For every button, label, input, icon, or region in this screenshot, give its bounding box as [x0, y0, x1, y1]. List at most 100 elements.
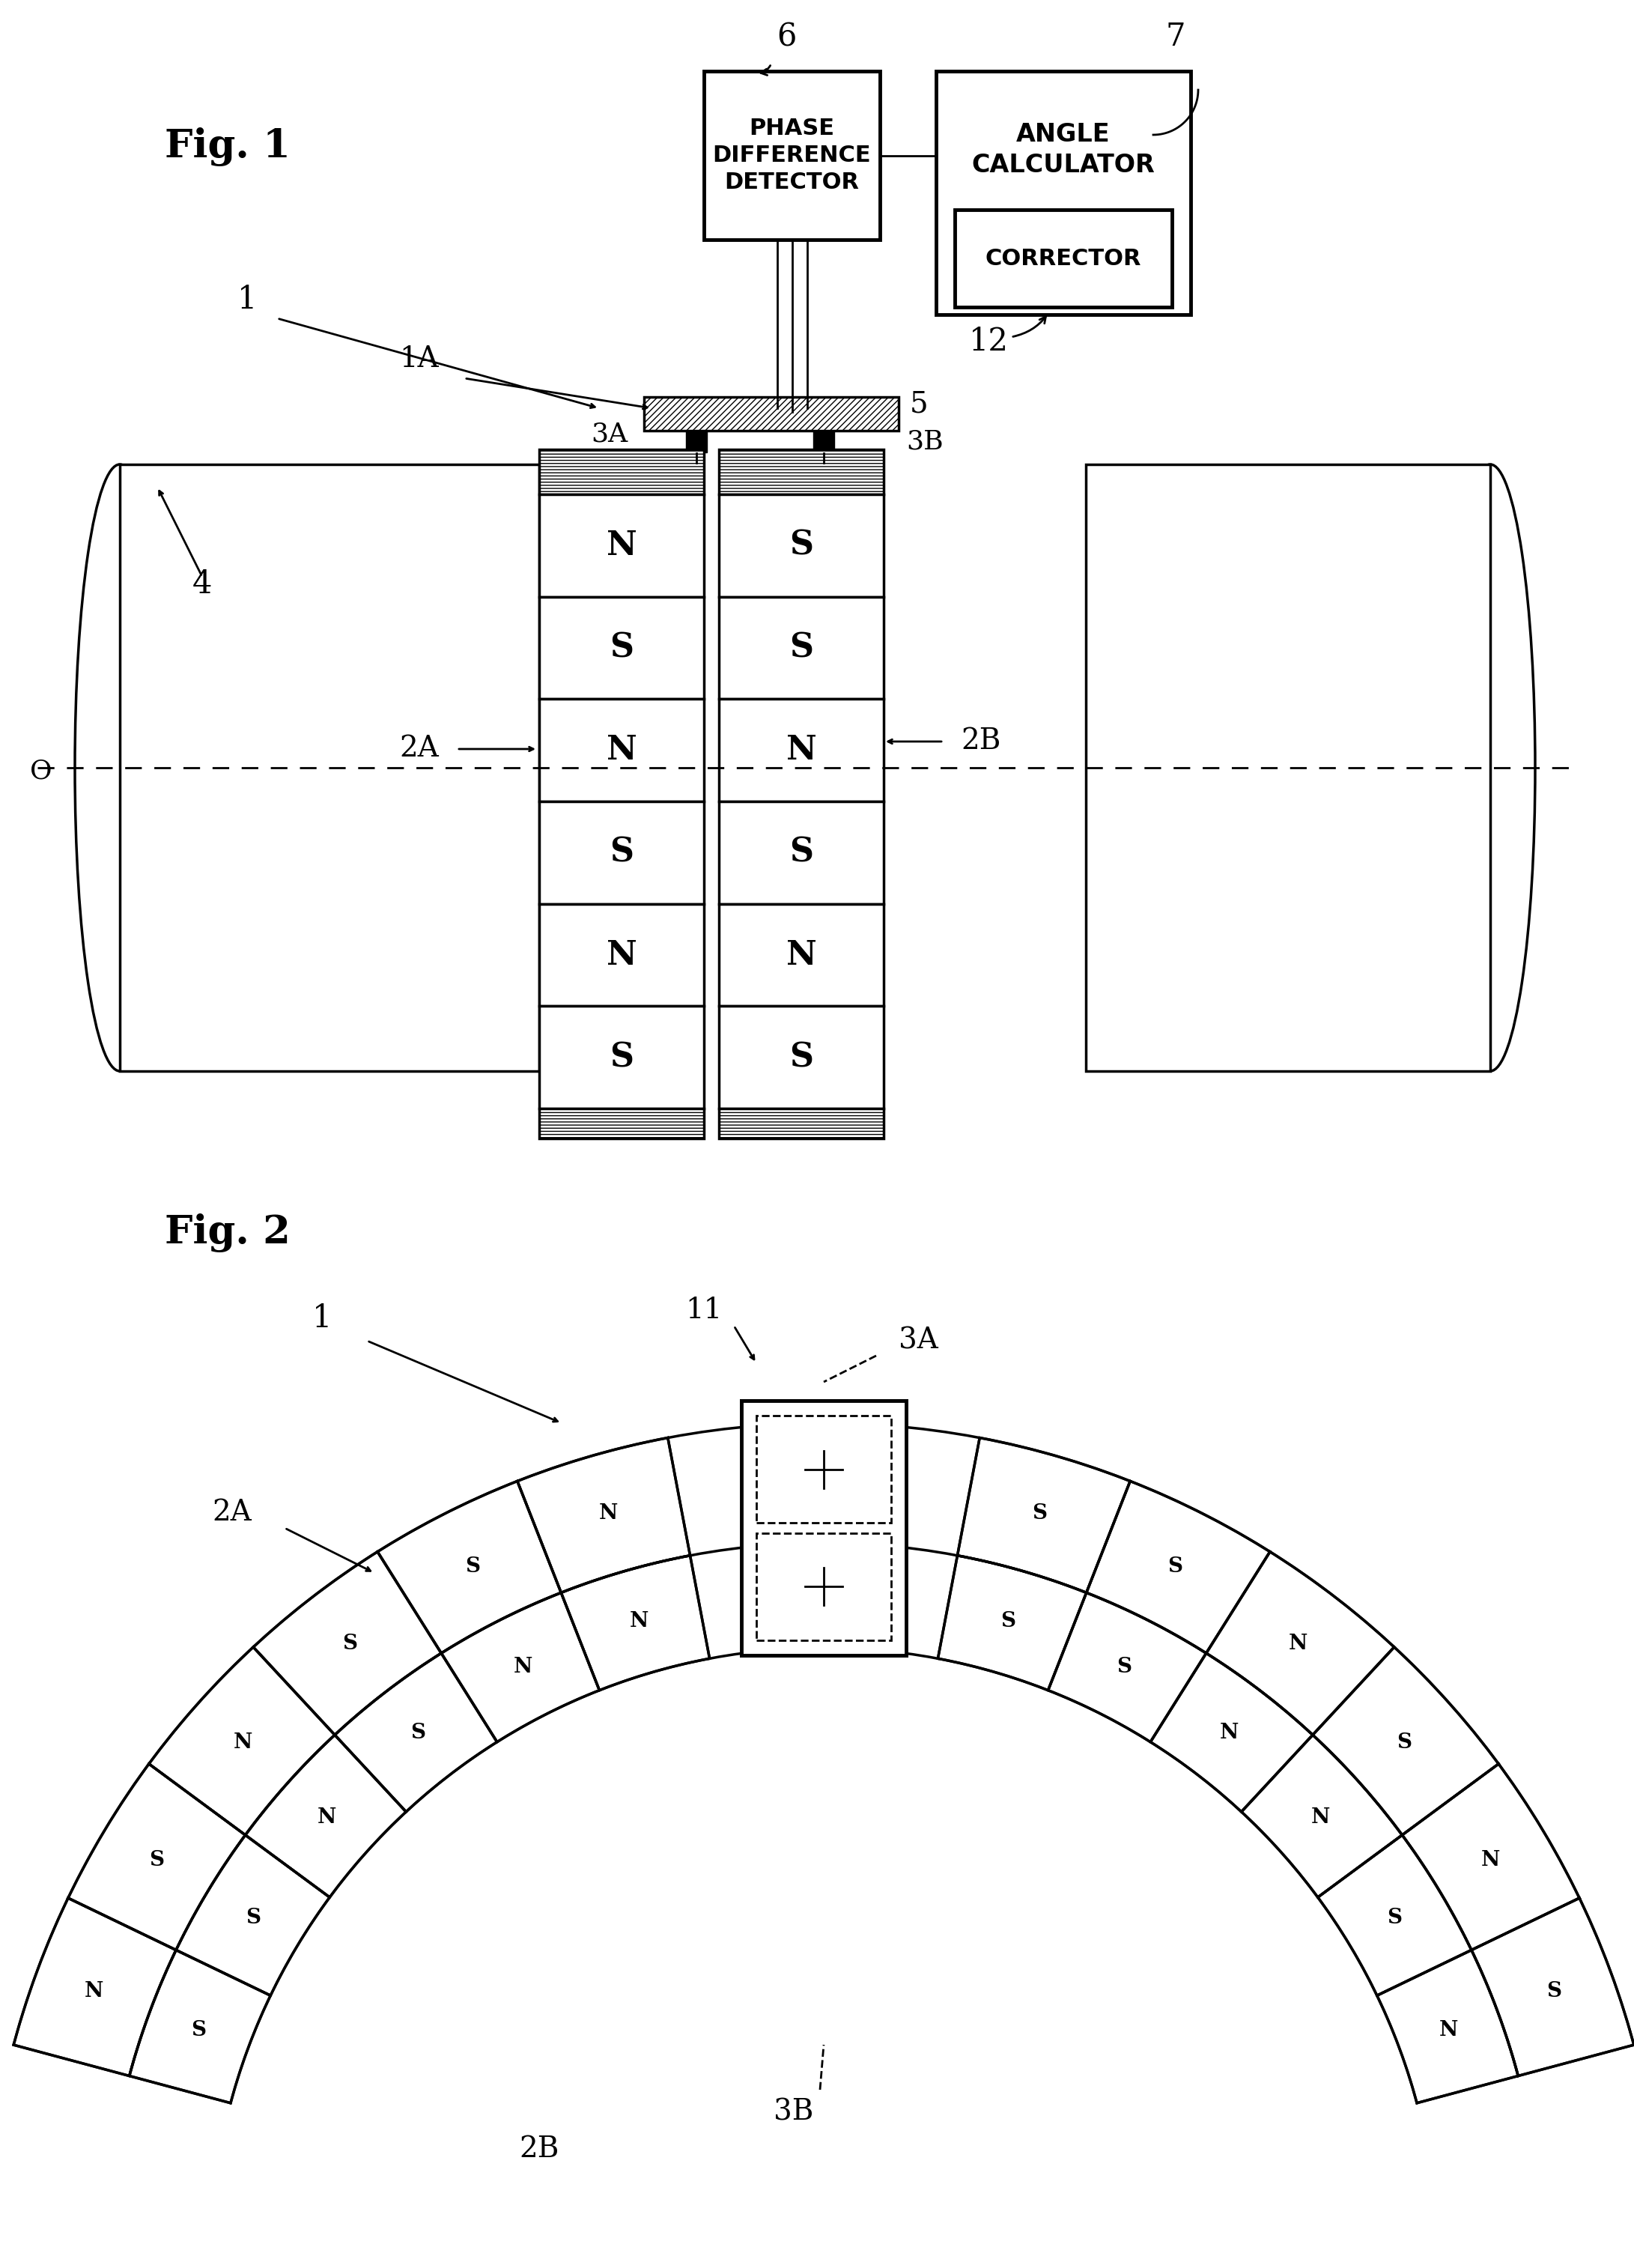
Text: N: N: [786, 939, 817, 971]
Polygon shape: [1087, 1481, 1270, 1653]
Text: S: S: [1031, 1504, 1047, 1524]
Text: N: N: [606, 939, 637, 971]
Text: S: S: [1167, 1556, 1183, 1576]
Text: 11: 11: [686, 1297, 722, 1325]
Text: 2A: 2A: [212, 1499, 252, 1526]
Bar: [719, 1007, 884, 1109]
Text: S: S: [609, 633, 634, 665]
Text: S: S: [609, 1041, 634, 1073]
Bar: [644, 397, 899, 431]
Bar: [814, 431, 835, 451]
Polygon shape: [1312, 1647, 1498, 1835]
Text: S: S: [789, 633, 814, 665]
Text: 3B: 3B: [775, 2098, 814, 2125]
Bar: [719, 449, 884, 494]
Text: N: N: [513, 1658, 533, 1676]
Text: S: S: [1000, 1610, 1016, 1631]
Polygon shape: [1472, 1898, 1634, 2075]
Text: S: S: [149, 1851, 163, 1871]
Text: 2A: 2A: [400, 735, 440, 762]
Bar: [539, 494, 704, 596]
Text: Fig. 2: Fig. 2: [165, 1213, 291, 1252]
Bar: [757, 1415, 891, 1522]
Text: 4: 4: [193, 569, 212, 601]
Bar: [1087, 465, 1490, 1070]
Text: N: N: [786, 735, 817, 767]
Text: 3A: 3A: [899, 1327, 938, 1354]
Polygon shape: [245, 1735, 407, 1898]
Bar: [954, 209, 1172, 306]
Ellipse shape: [75, 465, 165, 1070]
Bar: [704, 70, 879, 240]
Bar: [719, 905, 884, 1007]
Text: 1: 1: [312, 1302, 332, 1334]
Text: 6: 6: [776, 20, 796, 52]
Text: N: N: [1288, 1633, 1307, 1653]
Bar: [119, 465, 539, 1070]
Polygon shape: [377, 1481, 560, 1653]
Polygon shape: [129, 1950, 271, 2102]
Polygon shape: [69, 1765, 245, 1950]
Bar: [742, 1402, 907, 1656]
Bar: [539, 905, 704, 1007]
Text: N: N: [606, 528, 637, 562]
Bar: [539, 699, 704, 801]
Text: 7: 7: [1165, 20, 1186, 52]
Text: O: O: [29, 760, 52, 785]
Bar: [719, 494, 884, 596]
Text: S: S: [191, 2021, 206, 2041]
FancyArrowPatch shape: [761, 66, 770, 75]
Text: 3A: 3A: [592, 422, 627, 447]
Polygon shape: [1402, 1765, 1580, 1950]
Polygon shape: [13, 1898, 176, 2075]
FancyArrowPatch shape: [1013, 318, 1046, 336]
Text: S: S: [1387, 1907, 1402, 1928]
Polygon shape: [176, 1835, 330, 1996]
Text: 2B: 2B: [520, 2136, 559, 2164]
Polygon shape: [938, 1556, 1087, 1690]
Polygon shape: [253, 1551, 441, 1735]
Polygon shape: [518, 1438, 690, 1592]
Bar: [686, 431, 708, 451]
Polygon shape: [441, 1592, 600, 1742]
Bar: [757, 1415, 891, 1522]
Text: 12: 12: [969, 327, 1008, 358]
Text: N: N: [1440, 2021, 1458, 2041]
Text: N: N: [234, 1733, 253, 1753]
Polygon shape: [1377, 1950, 1518, 2102]
Bar: [539, 1007, 704, 1109]
Polygon shape: [1242, 1735, 1402, 1898]
Bar: [757, 1533, 891, 1640]
Text: S: S: [609, 837, 634, 869]
Text: N: N: [1221, 1724, 1239, 1744]
Polygon shape: [824, 1422, 980, 1658]
Bar: [936, 70, 1191, 315]
Polygon shape: [1317, 1835, 1472, 1996]
Text: PHASE
DIFFERENCE
DETECTOR: PHASE DIFFERENCE DETECTOR: [712, 118, 871, 193]
Bar: [719, 699, 884, 801]
Text: S: S: [342, 1633, 358, 1653]
Text: S: S: [1116, 1658, 1132, 1676]
Text: N: N: [317, 1808, 337, 1828]
Text: N: N: [606, 735, 637, 767]
Bar: [742, 1402, 907, 1656]
Text: 2B: 2B: [961, 728, 1002, 755]
Text: S: S: [1397, 1733, 1412, 1753]
Text: CORRECTOR: CORRECTOR: [985, 247, 1142, 270]
Text: 1A: 1A: [400, 345, 440, 374]
Text: S: S: [789, 837, 814, 869]
Bar: [539, 801, 704, 905]
Polygon shape: [1206, 1551, 1394, 1735]
Ellipse shape: [1446, 465, 1536, 1070]
Text: Fig. 1: Fig. 1: [165, 127, 291, 166]
Text: N: N: [1310, 1808, 1330, 1828]
Polygon shape: [335, 1653, 497, 1812]
Text: S: S: [410, 1724, 425, 1744]
Polygon shape: [958, 1438, 1131, 1592]
Text: S: S: [789, 1041, 814, 1073]
Text: S: S: [245, 1907, 260, 1928]
Bar: [539, 449, 704, 494]
Text: 3B: 3B: [907, 429, 943, 454]
Text: N: N: [598, 1504, 618, 1524]
Bar: [539, 1109, 704, 1139]
